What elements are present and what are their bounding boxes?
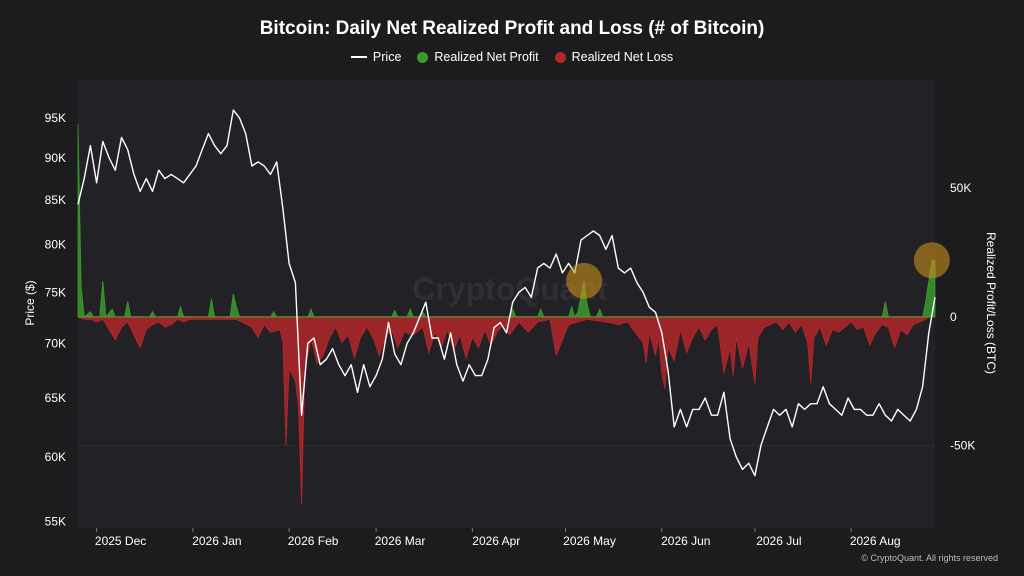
profit-area — [77, 123, 936, 318]
left-tick-label: 75K — [45, 285, 66, 299]
x-tick-label: 2026 Jun — [661, 534, 710, 548]
right-axis-title: Realized Profit/Loss (BTC) — [984, 232, 998, 374]
left-tick-label: 60K — [45, 450, 66, 464]
price-line — [77, 109, 936, 477]
x-tick-label: 2026 Jan — [192, 534, 241, 548]
x-tick-label: 2026 May — [563, 534, 616, 548]
loss-dot-swatch — [554, 51, 566, 63]
x-tick-label: 2026 Apr — [472, 534, 520, 548]
left-tick-label: 80K — [45, 238, 66, 252]
highlight-marker-2 — [913, 242, 950, 279]
x-axis-ticks: 2025 Dec 2026 Jan 2026 Feb 2026 Mar 2026 Apr… — [95, 528, 901, 548]
copyright-text: © CryptoQuant. All rights reserved — [861, 553, 998, 563]
right-tick-label: 0 — [950, 310, 957, 324]
left-tick-label: 55K — [45, 514, 66, 528]
legend: Price Realized Net Profit Realized Net L… — [0, 50, 1024, 64]
legend-label-profit: Realized Net Profit — [434, 50, 539, 64]
x-tick-label: 2026 Feb — [288, 534, 339, 548]
left-axis-ticks: 95K 90K 85K 80K 75K 70K 65K 60K 55K — [45, 111, 66, 528]
profit-dot-swatch — [417, 51, 429, 63]
plot-area — [78, 80, 935, 528]
loss-area-group — [77, 316, 935, 505]
legend-item-loss[interactable]: Realized Net Loss — [554, 50, 674, 64]
x-tick-label: 2026 Aug — [850, 534, 901, 548]
highlight-marker-1 — [566, 262, 603, 299]
price-line-group — [77, 109, 936, 477]
profit-area-group — [77, 123, 936, 318]
price-line-swatch — [350, 56, 367, 58]
right-tick-label: -50K — [950, 439, 975, 453]
left-tick-label: 90K — [45, 151, 66, 165]
x-tick-label: 2026 Mar — [375, 534, 426, 548]
left-tick-label: 70K — [45, 336, 66, 350]
left-tick-label: 65K — [45, 391, 66, 405]
left-tick-label: 85K — [45, 193, 66, 207]
x-tick-label: 2025 Dec — [95, 534, 146, 548]
legend-label-loss: Realized Net Loss — [571, 50, 674, 64]
right-axis-ticks: 50K 0 -50K — [950, 181, 975, 453]
right-tick-label: 50K — [950, 181, 971, 195]
left-axis-title: Price ($) — [23, 280, 37, 325]
loss-area — [77, 316, 935, 505]
highlight-group — [566, 242, 950, 299]
x-tick-label: 2026 Jul — [756, 534, 801, 548]
legend-item-profit[interactable]: Realized Net Profit — [417, 50, 539, 64]
legend-item-price[interactable]: Price — [350, 50, 402, 64]
legend-label-price: Price — [372, 50, 402, 64]
left-tick-label: 95K — [45, 111, 66, 125]
chart-title: Bitcoin: Daily Net Realized Profit and L… — [259, 18, 765, 39]
